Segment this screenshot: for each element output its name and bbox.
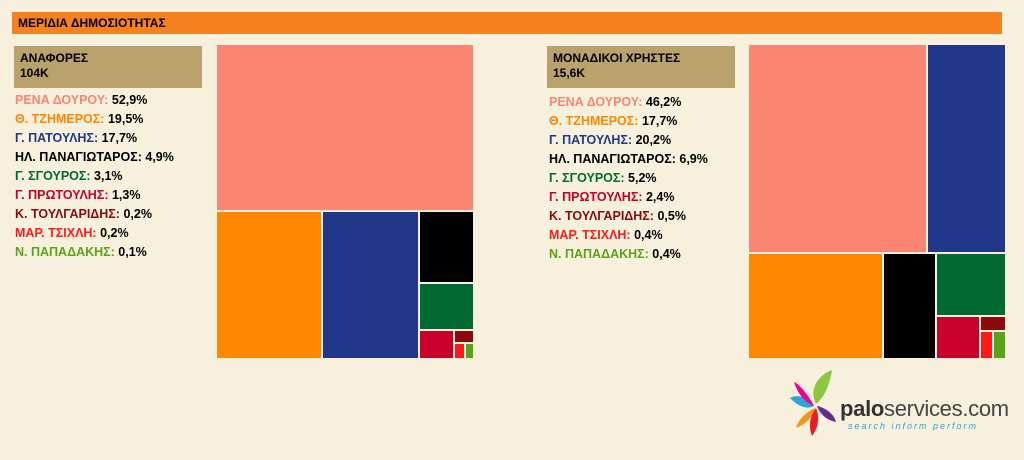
metric-box-unique-users: ΜΟΝΑΔΙΚΟΙ ΧΡΗΣΤΕΣ 15,6K	[547, 46, 735, 88]
treemap-cell	[321, 210, 419, 359]
treemap-cell	[454, 342, 465, 359]
flower-logo-icon	[790, 370, 836, 436]
legend-item: Γ. ΠΑΤΟΥΛΗΣ: 17,7%	[15, 129, 174, 148]
legend-item-value: 0,4%	[634, 228, 663, 242]
legend-item-value: 0,2%	[100, 226, 129, 240]
legend-item-name: ΗΛ. ΠΑΝΑΓΙΩΤΑΡΟΣ:	[15, 150, 142, 164]
legend-mentions: ΡΕΝΑ ΔΟΥΡΟΥ: 52,9% Θ. ΤΖΗΜΕΡΟΣ: 19,5% Γ. Π…	[15, 91, 174, 262]
legend-item-value: 0,4%	[652, 247, 681, 261]
logo-tagline: search inform perform	[848, 421, 979, 431]
legend-item-name: ΡΕΝΑ ΔΟΥΡΟΥ:	[549, 95, 643, 109]
treemap-cell	[993, 331, 1006, 359]
legend-item-value: 19,5%	[107, 112, 144, 126]
legend-item-name: Κ. ΤΟΥΛΓΑΡΙΔΗΣ:	[15, 207, 120, 221]
legend-item-name: Κ. ΤΟΥΛΓΑΡΙΔΗΣ:	[549, 209, 654, 223]
legend-item-value: 5,2%	[628, 171, 657, 185]
treemap-unique-users	[748, 44, 1006, 359]
legend-item-value: 6,9%	[679, 152, 708, 166]
metric-value: 104K	[20, 66, 49, 80]
legend-item-value: 2,4%	[645, 190, 675, 204]
legend-item: Ν. ΠΑΠΑΔΑΚΗΣ: 0,4%	[549, 245, 708, 264]
legend-item-name: ΜΑΡ. ΤΣΙΧΛΗ:	[15, 226, 97, 240]
treemap-cell	[980, 315, 1006, 332]
legend-item: Γ. ΠΡΩΤΟΥΛΗΣ: 2,4%	[549, 188, 708, 207]
treemap-cell	[216, 210, 322, 359]
legend-item-value: 46,2%	[645, 95, 682, 109]
logo-wordmark: paloservices.com	[840, 396, 1009, 421]
treemap-cell	[464, 342, 474, 359]
legend-item: Θ. ΤΖΗΜΕΡΟΣ: 19,5%	[15, 110, 174, 129]
legend-item-value: 52,9%	[111, 93, 148, 107]
treemap-cell	[883, 252, 937, 359]
legend-item: Θ. ΤΖΗΜΕΡΟΣ: 17,7%	[549, 112, 708, 131]
legend-item: ΗΛ. ΠΑΝΑΓΙΩΤΑΡΟΣ: 4,9%	[15, 148, 174, 167]
legend-item-value: 4,9%	[145, 150, 174, 164]
legend-item-value: 1,3%	[111, 188, 141, 202]
metric-title: ΑΝΑΦΟΡΕΣ	[20, 51, 89, 65]
legend-item: ΡΕΝΑ ΔΟΥΡΟΥ: 46,2%	[549, 93, 708, 112]
treemap-cell	[418, 210, 474, 284]
legend-item-value: 0,5%	[657, 209, 686, 223]
metric-value: 15,6K	[553, 66, 586, 80]
treemap-mentions	[216, 44, 474, 359]
treemap-cell	[936, 252, 1006, 316]
palo-services-logo: paloservices.com search inform perform	[790, 368, 1009, 438]
legend-item: ΡΕΝΑ ΔΟΥΡΟΥ: 52,9%	[15, 91, 174, 110]
legend-item: Γ. ΣΓΟΥΡΟΣ: 5,2%	[549, 169, 708, 188]
metric-box-mentions: ΑΝΑΦΟΡΕΣ 104K	[14, 46, 202, 88]
legend-unique-users: ΡΕΝΑ ΔΟΥΡΟΥ: 46,2% Θ. ΤΖΗΜΕΡΟΣ: 17,7% Γ. Π…	[549, 93, 708, 264]
legend-item: Κ. ΤΟΥΛΓΑΡΙΔΗΣ: 0,2%	[15, 205, 174, 224]
legend-item: Ν. ΠΑΠΑΔΑΚΗΣ: 0,1%	[15, 243, 174, 262]
legend-item-name: Γ. ΠΑΤΟΥΛΗΣ:	[549, 133, 633, 147]
legend-item-name: ΜΑΡ. ΤΣΙΧΛΗ:	[549, 228, 631, 242]
treemap-cell	[927, 44, 1006, 253]
legend-item-value: 0,2%	[123, 207, 152, 221]
treemap-cell	[748, 44, 928, 253]
legend-item: ΗΛ. ΠΑΝΑΓΙΩΤΑΡΟΣ: 6,9%	[549, 150, 708, 169]
legend-item-name: ΡΕΝΑ ΔΟΥΡΟΥ:	[15, 93, 109, 107]
treemap-cell	[418, 283, 474, 331]
legend-item-value: 20,2%	[635, 133, 672, 147]
page-title: ΜΕΡΙΔΙΑ ΔΗΜΟΣΙΟΤΗΤΑΣ	[12, 12, 1002, 34]
legend-item-name: Θ. ΤΖΗΜΕΡΟΣ:	[15, 112, 105, 126]
legend-item-value: 3,1%	[94, 169, 123, 183]
legend-item-name: Ν. ΠΑΠΑΔΑΚΗΣ:	[549, 247, 649, 261]
legend-item-value: 17,7%	[641, 114, 678, 128]
legend-item-name: Γ. ΣΓΟΥΡΟΣ:	[15, 169, 91, 183]
legend-item: ΜΑΡ. ΤΣΙΧΛΗ: 0,4%	[549, 226, 708, 245]
legend-item: ΜΑΡ. ΤΣΙΧΛΗ: 0,2%	[15, 224, 174, 243]
legend-item-name: Γ. ΠΑΤΟΥΛΗΣ:	[15, 131, 99, 145]
treemap-cell	[748, 252, 884, 359]
legend-item-name: Γ. ΠΡΩΤΟΥΛΗΣ:	[15, 188, 109, 202]
legend-item-name: Ν. ΠΑΠΑΔΑΚΗΣ:	[15, 245, 115, 259]
legend-item-name: Θ. ΤΖΗΜΕΡΟΣ:	[549, 114, 639, 128]
legend-item-name: Γ. ΠΡΩΤΟΥΛΗΣ:	[549, 190, 643, 204]
legend-item: Γ. ΠΑΤΟΥΛΗΣ: 20,2%	[549, 131, 708, 150]
legend-item-value: 17,7%	[101, 131, 138, 145]
treemap-cell	[418, 330, 455, 359]
legend-item: Γ. ΣΓΟΥΡΟΣ: 3,1%	[15, 167, 174, 186]
legend-item-name: Γ. ΣΓΟΥΡΟΣ:	[549, 171, 625, 185]
legend-item: Κ. ΤΟΥΛΓΑΡΙΔΗΣ: 0,5%	[549, 207, 708, 226]
treemap-cell	[936, 315, 981, 359]
legend-item-value: 0,1%	[118, 245, 147, 259]
metric-title: ΜΟΝΑΔΙΚΟΙ ΧΡΗΣΤΕΣ	[553, 51, 681, 65]
legend-item: Γ. ΠΡΩΤΟΥΛΗΣ: 1,3%	[15, 186, 174, 205]
treemap-cell	[454, 330, 474, 343]
treemap-cell	[980, 331, 994, 359]
treemap-cell	[216, 44, 474, 211]
legend-item-name: ΗΛ. ΠΑΝΑΓΙΩΤΑΡΟΣ:	[549, 152, 676, 166]
